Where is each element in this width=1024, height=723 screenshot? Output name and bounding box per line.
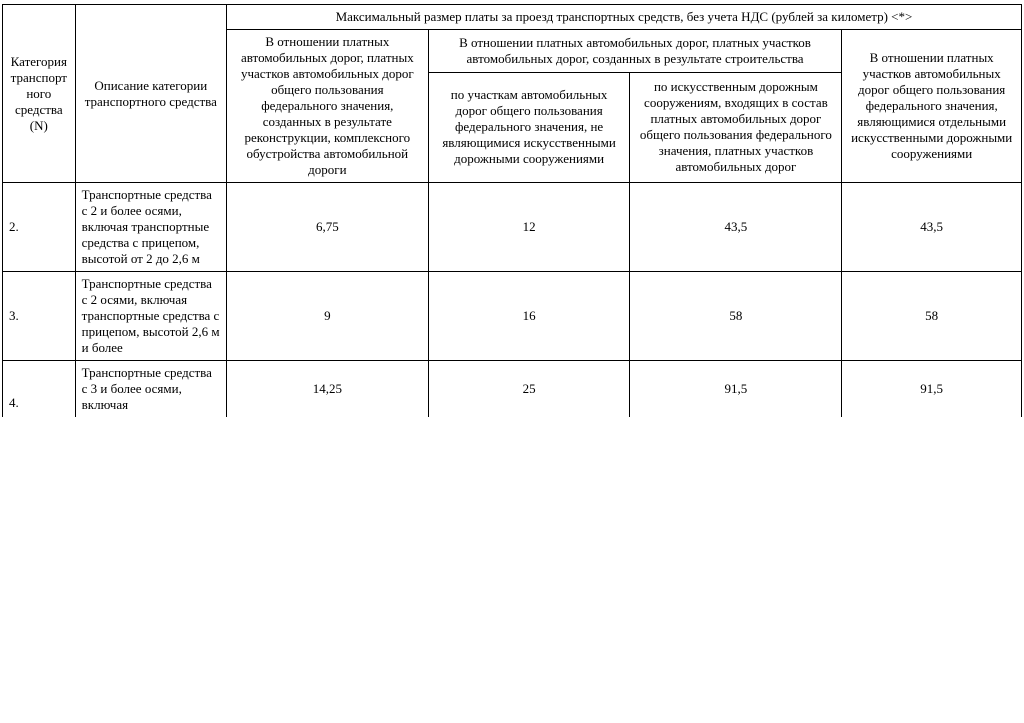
cell-value-a: 6,75: [226, 183, 428, 272]
header-group-main: Максимальный размер платы за проезд тран…: [226, 5, 1021, 30]
cell-value-b: 16: [428, 272, 630, 361]
cell-value-d: 91,5: [842, 361, 1022, 418]
cell-category: 2.: [3, 183, 76, 272]
header-description: Описание категории транспортного средств…: [75, 5, 226, 183]
header-col-b: по участкам автомобильных дорог общего п…: [428, 72, 630, 182]
cell-value-c: 91,5: [630, 361, 842, 418]
header-group-bc: В отношении платных автомобильных дорог,…: [428, 30, 842, 73]
cell-value-c: 43,5: [630, 183, 842, 272]
cell-category: 4.: [3, 361, 76, 418]
cell-value-b: 12: [428, 183, 630, 272]
cell-value-c: 58: [630, 272, 842, 361]
table-row: 4. Транспортные средства с 3 и более ося…: [3, 361, 1022, 418]
cell-description: Транспортные средства с 3 и более осями,…: [75, 361, 226, 418]
header-col-d: В отношении платных участков автомобильн…: [842, 30, 1022, 183]
cell-value-d: 43,5: [842, 183, 1022, 272]
tariff-table: Категория транспортного средства (N) Опи…: [2, 4, 1022, 417]
cell-description: Транспортные средства с 2 осями, включая…: [75, 272, 226, 361]
cell-category: 3.: [3, 272, 76, 361]
table-row: 3. Транспортные средства с 2 осями, вклю…: [3, 272, 1022, 361]
header-col-a: В отношении платных автомобильных дорог,…: [226, 30, 428, 183]
tariff-table-page: Категория транспортного средства (N) Опи…: [0, 0, 1024, 417]
header-category: Категория транспортного средства (N): [3, 5, 76, 183]
header-col-c: по искусственным дорожным сооружениям, в…: [630, 72, 842, 182]
cell-description: Транспортные средства с 2 и более осями,…: [75, 183, 226, 272]
cell-value-a: 14,25: [226, 361, 428, 418]
cell-value-d: 58: [842, 272, 1022, 361]
cell-value-b: 25: [428, 361, 630, 418]
table-row: 2. Транспортные средства с 2 и более ося…: [3, 183, 1022, 272]
cell-value-a: 9: [226, 272, 428, 361]
tariff-table-body: 2. Транспортные средства с 2 и более ося…: [3, 183, 1022, 418]
tariff-table-head: Категория транспортного средства (N) Опи…: [3, 5, 1022, 183]
